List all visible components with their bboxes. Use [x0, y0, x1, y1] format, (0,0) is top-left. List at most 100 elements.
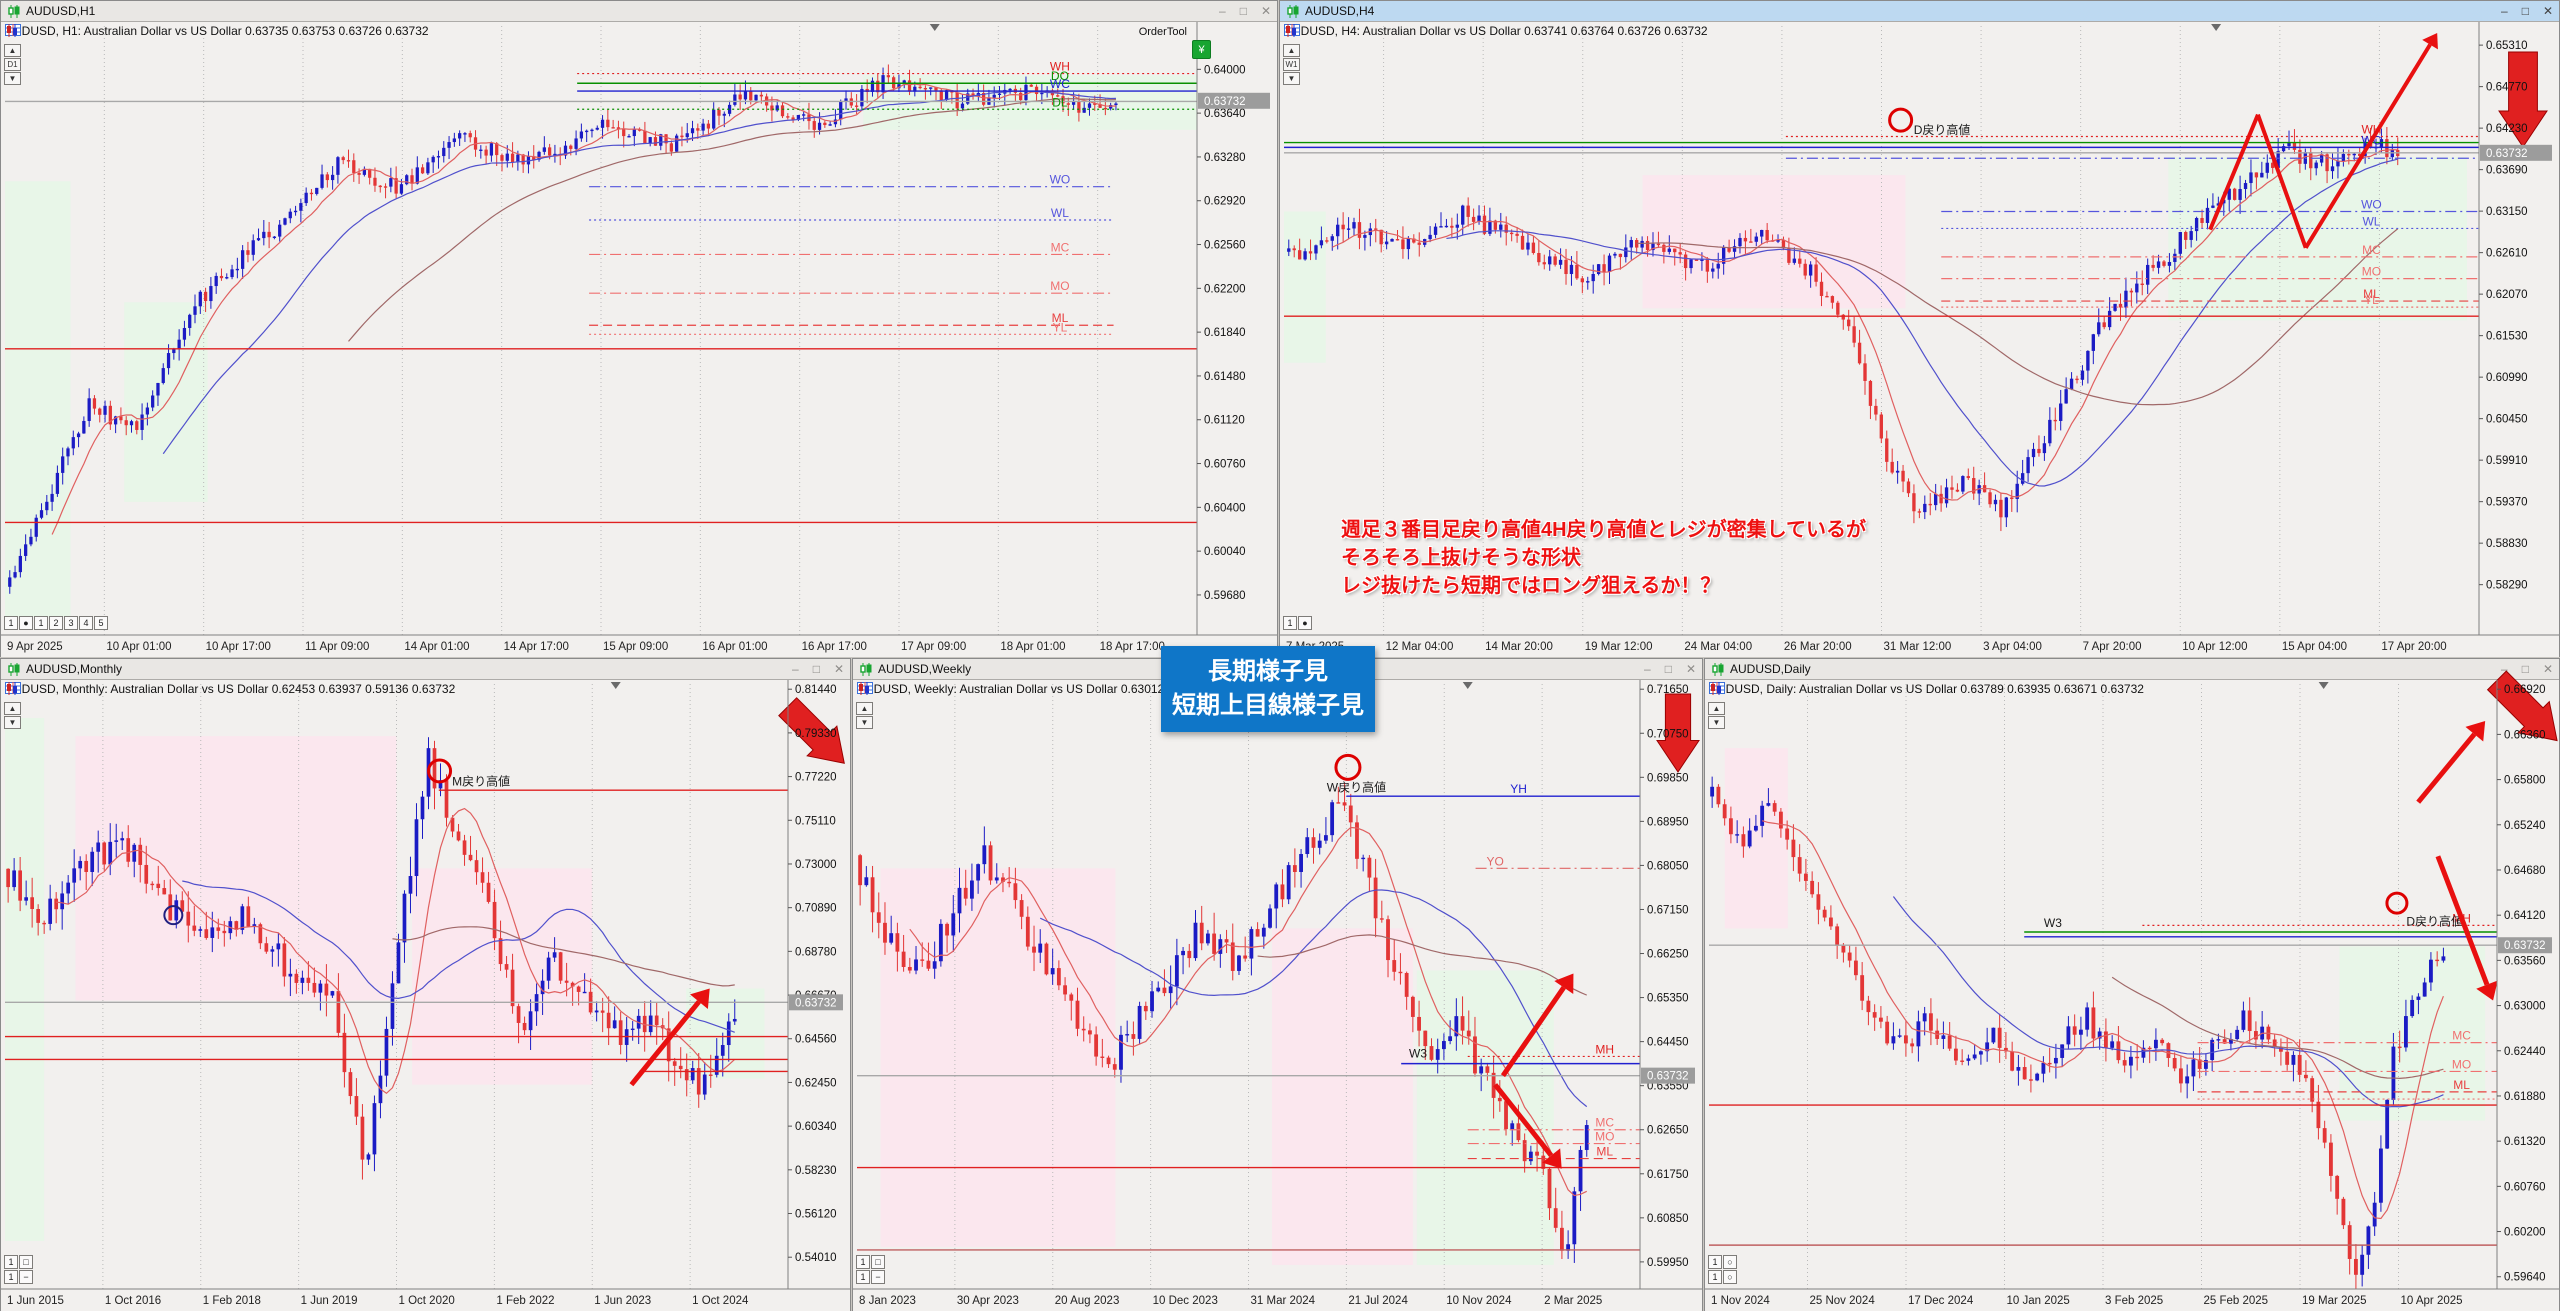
candle-body	[1933, 493, 1938, 506]
candle-body	[939, 90, 943, 101]
candle-body	[590, 129, 594, 132]
mini-button-1[interactable]: 1	[1283, 616, 1297, 630]
minimize-button[interactable]: –	[792, 662, 799, 676]
window-titlebar[interactable]: AUDUSD,Daily – □ ✕	[1705, 659, 2559, 680]
mini-button-2[interactable]: 2	[49, 616, 63, 630]
maximize-button[interactable]: □	[2521, 662, 2529, 676]
time-scale[interactable]: 1 Jun 2015 1 Oct 2016 1 Feb 2018 1 Jun 2019…	[7, 1295, 749, 1307]
time-scale[interactable]: 9 Apr 2025 10 Apr 01:00 10 Apr 17:00 11 Apr…	[7, 641, 1165, 653]
maximize-button[interactable]: □	[2521, 4, 2529, 18]
maximize-button[interactable]: □	[1239, 4, 1247, 18]
mini-button-●[interactable]: ●	[19, 616, 33, 630]
chart-shift-marker-icon[interactable]	[2318, 682, 2329, 689]
mini-button-○[interactable]: ○	[1723, 1270, 1737, 1284]
close-button[interactable]: ✕	[2542, 662, 2553, 676]
scroll-down-button[interactable]: ▼	[1283, 72, 1300, 85]
zone	[1724, 748, 1788, 929]
chart-shift-marker-icon[interactable]	[2211, 24, 2222, 31]
close-button[interactable]: ✕	[1685, 662, 1696, 676]
close-button[interactable]: ✕	[2542, 4, 2553, 18]
scroll-up-button[interactable]: ▲	[1708, 702, 1725, 715]
mini-button-□[interactable]: □	[871, 1255, 885, 1269]
candle-body	[696, 128, 700, 131]
candle-body	[1728, 818, 1733, 835]
minimize-button[interactable]: –	[1644, 662, 1651, 676]
level-label-WL: WL	[1051, 206, 1069, 220]
window-titlebar[interactable]: AUDUSD,H4 – □ ✕	[1280, 1, 2559, 22]
chart-background	[1280, 22, 2559, 657]
scroll-up-button[interactable]: ▲	[1283, 44, 1300, 57]
price-scale[interactable]: 0.81440 0.79330 0.77220 0.75110 0.73000 0.708…	[788, 684, 843, 1264]
candle-body	[1249, 929, 1254, 959]
price-scale[interactable]: 0.65310 0.64770 0.64230 0.63690 0.63150 0.626…	[2479, 40, 2552, 592]
price-scale[interactable]: 0.66920 0.66360 0.65800 0.65240 0.64680 0.641…	[2497, 684, 2552, 1284]
mini-button-−[interactable]: −	[19, 1270, 33, 1284]
candle-body	[1325, 240, 1329, 242]
minimize-button[interactable]: –	[1219, 4, 1226, 18]
mini-button-1[interactable]: 1	[1708, 1270, 1722, 1284]
candle-body	[1473, 1036, 1477, 1074]
timeframe-label-button[interactable]: D1	[4, 58, 21, 71]
minimize-button[interactable]: –	[2501, 662, 2508, 676]
mini-button-●[interactable]: ●	[1298, 616, 1312, 630]
timeframe-label-button[interactable]: W1	[1283, 58, 1300, 71]
time-tick-label: 1 Jun 2023	[594, 1295, 651, 1307]
price-scale[interactable]: 0.64000 0.63640 0.63280 0.62920 0.62560 0.622…	[1197, 64, 1270, 602]
candle-body	[98, 408, 102, 415]
maximize-button[interactable]: □	[1664, 662, 1672, 676]
close-button[interactable]: ✕	[1260, 4, 1271, 18]
candle-body	[362, 168, 367, 175]
candle-body	[2069, 378, 2074, 390]
mini-button-1[interactable]: 1	[856, 1255, 870, 1269]
minimize-button[interactable]: –	[2501, 4, 2508, 18]
mini-button-1[interactable]: 1	[1708, 1255, 1722, 1269]
mini-button-□[interactable]: □	[19, 1255, 33, 1269]
moving-average-1	[51, 83, 1116, 535]
mini-button-−[interactable]: −	[871, 1270, 885, 1284]
mini-button-1[interactable]: 1	[4, 1255, 18, 1269]
chart-shift-marker-icon[interactable]	[610, 682, 621, 689]
ordertool-button[interactable]: ¥	[1192, 40, 1211, 59]
scroll-up-button[interactable]: ▲	[4, 44, 21, 57]
mini-button-5[interactable]: 5	[94, 616, 108, 630]
mini-button-1[interactable]: 1	[34, 616, 48, 630]
chart-canvas-h4[interactable]: WHWCWOWLMCMOMLYLD戻り高値0.653100.647700.642…	[1280, 22, 2559, 657]
candle-body	[2103, 1031, 2108, 1048]
scroll-down-button[interactable]: ▼	[856, 716, 873, 729]
candles	[8, 64, 1118, 594]
candle-body	[546, 957, 551, 981]
mini-button-1[interactable]: 1	[4, 616, 18, 630]
scroll-down-button[interactable]: ▼	[4, 716, 21, 729]
candle-body	[71, 437, 75, 449]
time-scale[interactable]: 1 Nov 2024 25 Nov 2024 17 Dec 2024 10 Jan 2…	[1711, 1295, 2463, 1307]
close-button[interactable]: ✕	[833, 662, 844, 676]
mini-button-4[interactable]: 4	[79, 616, 93, 630]
scroll-up-button[interactable]: ▲	[856, 702, 873, 715]
window-titlebar[interactable]: AUDUSD,Monthly – □ ✕	[1, 659, 850, 680]
price-tick-label: 0.73000	[795, 859, 837, 871]
scroll-down-button[interactable]: ▼	[4, 72, 21, 85]
candle-body	[796, 115, 801, 120]
chart-canvas-daily[interactable]: MHMCMOMLD戻り高値W30.669200.663600.658000.65…	[1705, 670, 2559, 1311]
maximize-button[interactable]: □	[812, 662, 820, 676]
time-tick-label: 10 Apr 12:00	[2182, 641, 2247, 653]
mini-button-○[interactable]: ○	[1723, 1255, 1737, 1269]
candle-body	[1212, 933, 1217, 954]
mini-button-3[interactable]: 3	[64, 616, 78, 630]
chart-canvas-monthly[interactable]: M戻り高値 0.81440 0.79330 0.77220 0.75110 0.73000…	[1, 680, 850, 1311]
mini-button-1[interactable]: 1	[4, 1270, 18, 1284]
chart-shift-marker-icon[interactable]	[929, 24, 940, 31]
mini-button-1[interactable]: 1	[856, 1270, 870, 1284]
scroll-down-button[interactable]: ▼	[1708, 716, 1725, 729]
price-scale[interactable]: 0.71650 0.70750 0.69850 0.68950 0.68050 0.671…	[1640, 684, 1695, 1269]
chart-shift-marker-icon[interactable]	[1462, 682, 1473, 689]
scroll-up-button[interactable]: ▲	[4, 702, 21, 715]
time-scale[interactable]: 8 Jan 2023 30 Apr 2023 20 Aug 2023 10 Dec 2…	[859, 1295, 1602, 1307]
candle-body	[500, 155, 504, 161]
window-titlebar[interactable]: AUDUSD,H1 – □ ✕	[1, 1, 1277, 22]
candle-body	[1961, 476, 1965, 492]
candle-body	[1797, 857, 1802, 874]
